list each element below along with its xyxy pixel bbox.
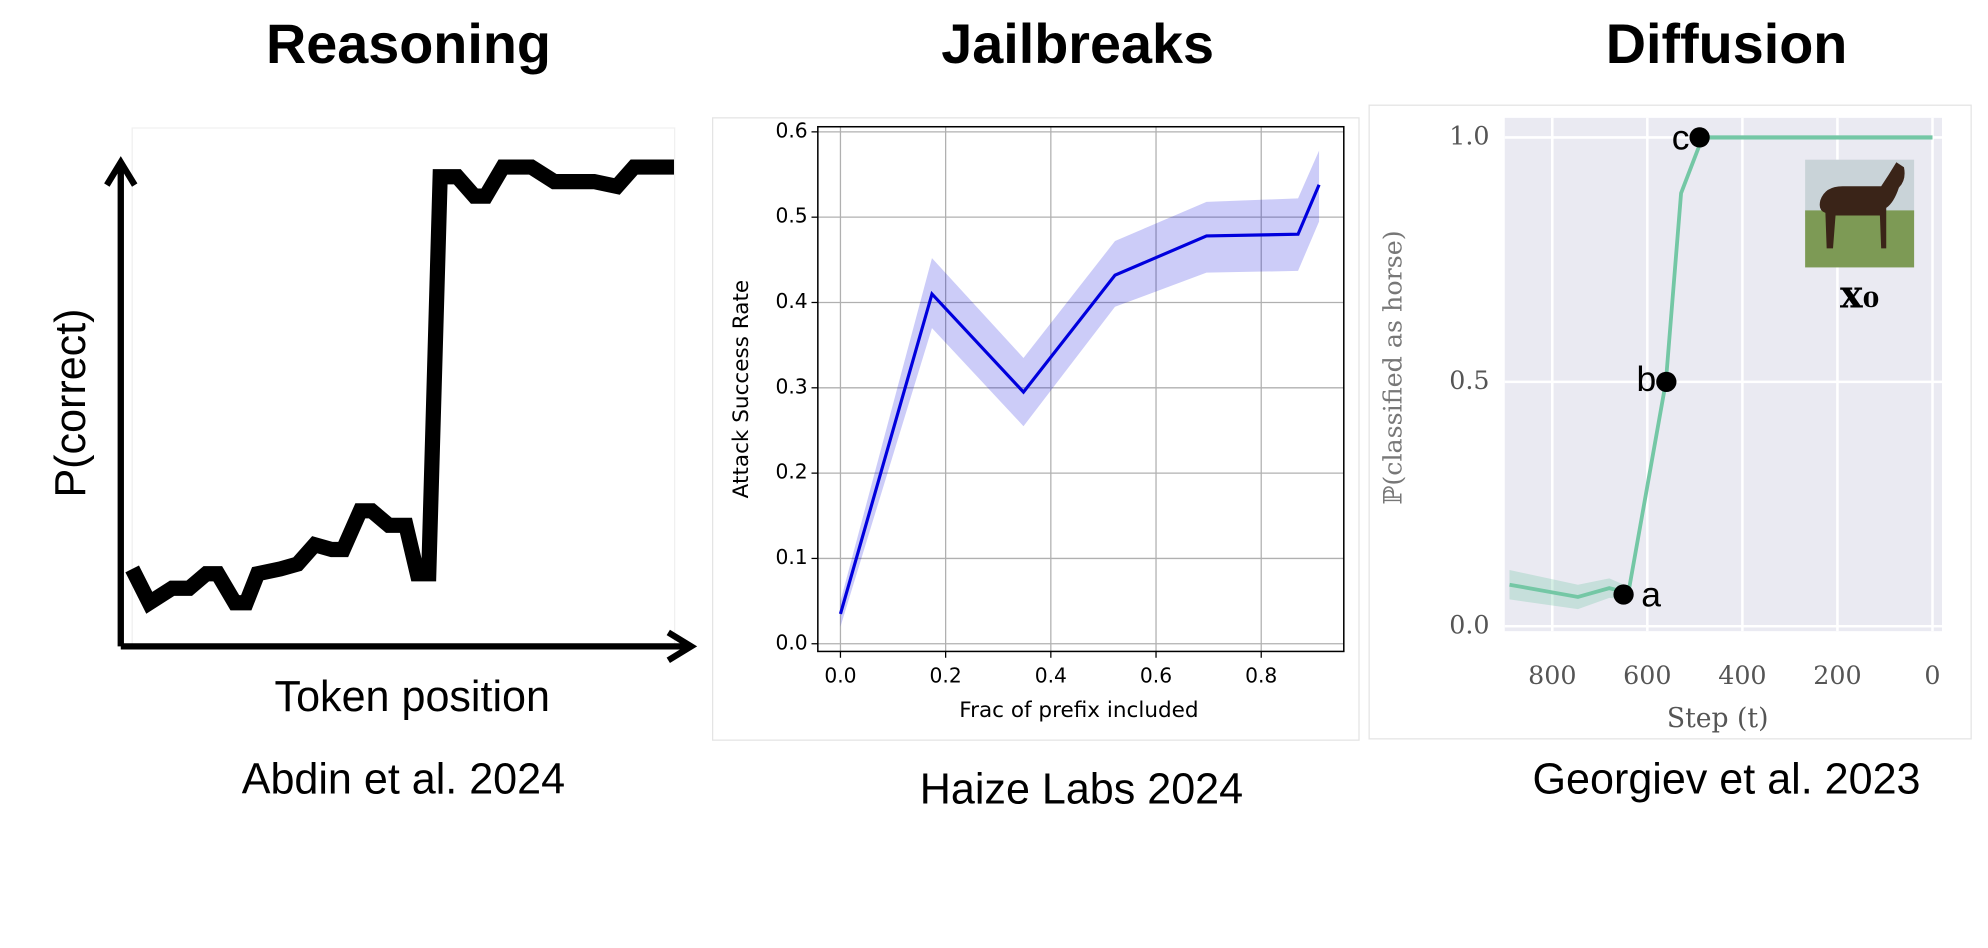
y-axis-label: P(correct)	[47, 308, 95, 497]
horse-shape	[1819, 162, 1905, 249]
chart-panel: Reasoning Token position P(correct) Abdin e…	[47, 13, 698, 803]
caption: Abdin et al. 2024	[242, 755, 565, 803]
x-tick-label: 800	[1528, 660, 1576, 690]
inset-label: x₀	[1840, 271, 1879, 316]
data-line	[125, 159, 674, 614]
x-tick-label: 0.6	[1140, 663, 1172, 687]
x-tick-label: 400	[1718, 660, 1766, 690]
annotation-label: b	[1636, 359, 1656, 399]
x-tick-label: 0.2	[930, 663, 962, 687]
x-tick-label: 600	[1623, 660, 1671, 690]
chart-title: Jailbreaks	[941, 13, 1214, 75]
chart-panel: 0.0 0.5 1.0 800 600 400 200 0 a b c x₀ Diffusion Step…	[1368, 13, 1972, 803]
y-tick-label: 0.3	[775, 374, 807, 398]
y-axis-arrow	[104, 156, 138, 647]
x-tick-label: 200	[1813, 660, 1861, 690]
y-tick-label: 0.1	[775, 545, 807, 569]
y-tick-label: 0.5	[1449, 365, 1489, 395]
caption: Haize Labs 2024	[920, 765, 1243, 813]
y-tick-label: 0.5	[775, 204, 807, 228]
x-tick-label: 0.4	[1035, 663, 1067, 687]
confidence-band	[840, 150, 1320, 627]
annotation-label: a	[1641, 574, 1661, 614]
y-tick-label: 0.0	[775, 630, 807, 654]
x-tick-label: 0.0	[824, 663, 856, 687]
annotation-label: c	[1672, 117, 1690, 157]
annotation-point	[1656, 371, 1677, 392]
chart-panel: 0.0 0.1 0.2 0.3 0.4 0.5 0.6 0.0 0.2 0.4 0.6 0.8 Jail…	[712, 13, 1360, 813]
y-axis-label: ℙ(classified as horse)	[1377, 230, 1407, 504]
y-tick-label: 0.2	[775, 460, 807, 484]
annotation-point	[1613, 584, 1634, 605]
x-axis-label: Token position	[275, 673, 550, 721]
y-tick-label: 0.6	[775, 118, 807, 142]
y-tick-label: 0.0	[1449, 609, 1489, 639]
panel-frame	[712, 117, 1360, 741]
horse-image	[1805, 159, 1915, 268]
x-tick-label: 0	[1924, 660, 1940, 690]
x-axis-label: Frac of prefix included	[959, 698, 1198, 723]
chart-title: Reasoning	[266, 13, 551, 75]
x-axis-label: Step (t)	[1667, 703, 1769, 734]
data-line	[838, 184, 1321, 615]
chart-title: Diffusion	[1606, 13, 1848, 75]
y-axis-label: Attack Success Rate	[729, 280, 754, 498]
y-tick-label: 0.4	[775, 289, 807, 313]
image-grass	[1805, 210, 1915, 268]
x-axis-arrow	[120, 629, 698, 664]
axes-frame	[817, 125, 1345, 653]
caption: Georgiev et al. 2023	[1533, 755, 1921, 803]
y-tick-label: 1.0	[1449, 120, 1489, 150]
annotation-point	[1689, 127, 1710, 148]
x-tick-label: 0.8	[1245, 663, 1277, 687]
